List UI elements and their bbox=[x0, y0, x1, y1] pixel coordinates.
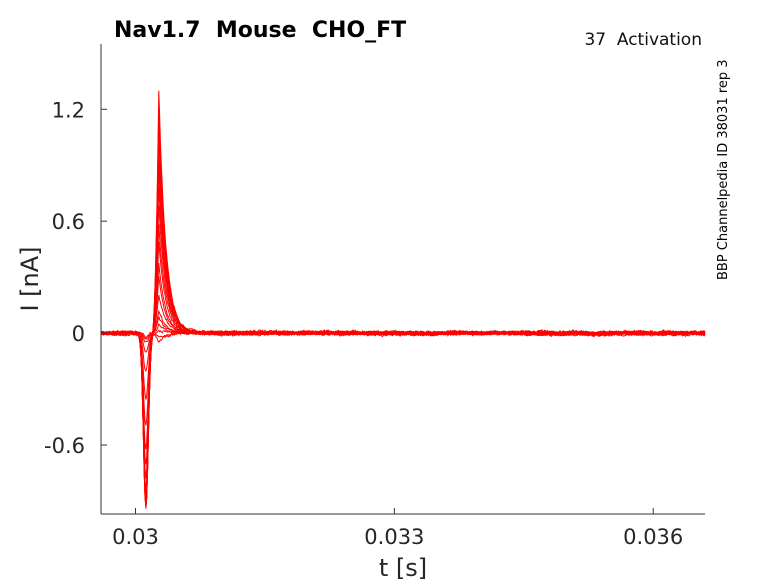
sweep-trace-line bbox=[100, 224, 706, 490]
sweep-trace-line bbox=[100, 276, 706, 450]
x-tick-label: 0.03 bbox=[112, 525, 159, 549]
sweep-trace-line bbox=[100, 294, 706, 426]
y-axis-ticks: 1.2 0.6 0 -0.6 bbox=[44, 98, 107, 458]
x-tick-label: 0.036 bbox=[623, 525, 683, 549]
sweep-trace-line bbox=[100, 168, 706, 505]
sweep-trace-line bbox=[101, 90, 706, 502]
y-tick-label: -0.6 bbox=[44, 434, 85, 458]
y-tick-label: 0 bbox=[72, 322, 85, 346]
x-tick-label: 0.033 bbox=[364, 525, 424, 549]
sweep-trace-line bbox=[100, 322, 706, 353]
sweep-trace-line bbox=[100, 186, 706, 500]
protocol-label: 37 Activation bbox=[584, 30, 702, 50]
sweep-trace-line bbox=[100, 110, 706, 507]
y-tick-label: 1.2 bbox=[52, 98, 85, 122]
sweep-trace-line bbox=[100, 316, 706, 373]
sweep-trace-line bbox=[100, 124, 706, 509]
chart-title: Nav1.7 Mouse CHO_FT bbox=[114, 18, 407, 43]
y-tick-label: 0.6 bbox=[52, 210, 85, 234]
sweep-trace-line bbox=[101, 137, 705, 507]
sweep-traces bbox=[100, 90, 706, 509]
y-axis-label: I [nA] bbox=[16, 246, 44, 311]
sweep-trace-line bbox=[100, 309, 706, 400]
x-axis-label: t [s] bbox=[379, 554, 427, 582]
x-axis-ticks: 0.03 0.033 0.036 bbox=[112, 508, 683, 549]
sweep-trace-line bbox=[100, 262, 706, 465]
sweep-trace-line bbox=[100, 241, 706, 479]
sweep-trace-line bbox=[100, 205, 706, 497]
